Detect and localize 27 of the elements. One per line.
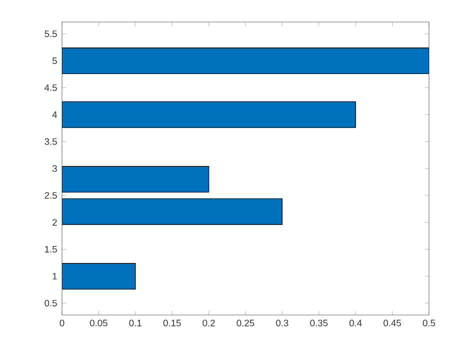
x-tick-label: 0.45 (384, 320, 401, 326)
x-tick-label: 0.05 (90, 320, 108, 326)
x-tick-label: 0.5 (422, 320, 436, 326)
bar (62, 262, 136, 290)
x-tick-label: 0.15 (163, 320, 181, 326)
x-tick-label: 0.25 (236, 320, 254, 326)
y-tick-label: 5 (52, 58, 57, 64)
y-tick-label: 0.5 (44, 300, 57, 306)
x-tick-label: 0.3 (276, 320, 288, 326)
x-tick-label: 0.1 (129, 320, 142, 326)
x-tick-label: 0.4 (349, 320, 362, 326)
bar (62, 48, 429, 74)
y-tick-label: 3.5 (44, 138, 57, 145)
x-tick-label: 0.35 (310, 320, 328, 326)
y-tick-label: 4.5 (44, 84, 57, 91)
x-tick-label: 0.2 (202, 320, 215, 326)
y-tick-label: 2 (52, 219, 57, 226)
bar (62, 166, 210, 193)
y-tick-label: 5.5 (44, 30, 57, 38)
y-tick-label: 1 (52, 273, 57, 280)
y-tick-label: 4 (52, 111, 58, 118)
y-tick-label: 3 (52, 165, 57, 172)
bar (62, 101, 356, 128)
bar (62, 198, 283, 225)
y-tick-label: 1.5 (45, 246, 57, 253)
x-tick-label: 0 (60, 320, 64, 326)
y-tick-label: 2.5 (44, 192, 57, 199)
